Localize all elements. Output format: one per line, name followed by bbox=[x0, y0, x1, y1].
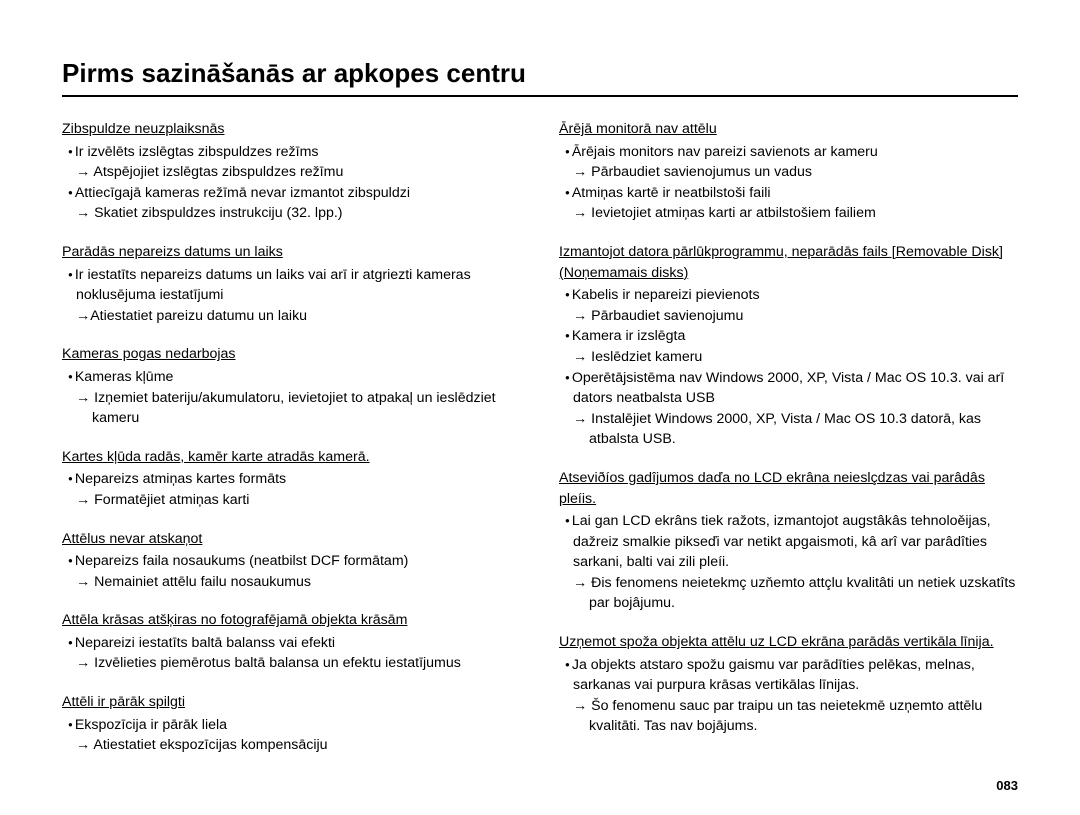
bullet-item: Kameras kļūme bbox=[62, 367, 521, 388]
arrow-item: Ieslēdziet kameru bbox=[559, 347, 1018, 368]
right-column: Ārējā monitorā nav attēlu Ārējais monito… bbox=[559, 119, 1018, 774]
bullet-item: Nepareizs atmiņas kartes formāts bbox=[62, 469, 521, 490]
bullet-item: Kabelis ir nepareizi pievienots bbox=[559, 285, 1018, 306]
section-head: Attēlus nevar atskaņot bbox=[62, 529, 521, 550]
section: Attēlus nevar atskaņot Nepareizs faila n… bbox=[62, 529, 521, 593]
section-head: Atseviðíos gadîjumos daďa no LCD ekrâna … bbox=[559, 468, 1018, 509]
section-head: Zibspuldze neuzplaiksnās bbox=[62, 119, 521, 140]
arrow-item: Ievietojiet atmiņas karti ar atbilstošie… bbox=[559, 203, 1018, 224]
bullet-item: Nepareizs faila nosaukums (neatbilst DCF… bbox=[62, 551, 521, 572]
section: Kartes kļūda radās, kamēr karte atradās … bbox=[62, 447, 521, 511]
arrow-item: →Atiestatiet pareizu datumu un laiku bbox=[62, 306, 521, 327]
bullet-item: Kamera ir izslēgta bbox=[559, 326, 1018, 347]
section-head: Parādās nepareizs datums un laiks bbox=[62, 242, 521, 263]
arrow-item: Atspējojiet izslēgtas zibspuldzes režīmu bbox=[62, 162, 521, 183]
section-head: Attēla krāsas atšķiras no fotografējamā … bbox=[62, 610, 521, 631]
bullet-item: Lai gan LCD ekrâns tiek ražots, izmantoj… bbox=[559, 511, 1018, 573]
page-title: Pirms sazināšanās ar apkopes centru bbox=[62, 58, 1018, 97]
section: Zibspuldze neuzplaiksnās Ir izvēlēts izs… bbox=[62, 119, 521, 224]
bullet-item: Nepareizi iestatīts baltā balanss vai ef… bbox=[62, 633, 521, 654]
bullet-item: Atmiņas kartē ir neatbilstoši faili bbox=[559, 183, 1018, 204]
section: Attēli ir pārāk spilgti Ekspozīcija ir p… bbox=[62, 692, 521, 756]
arrow-item: Instalējiet Windows 2000, XP, Vista / Ma… bbox=[559, 409, 1018, 450]
arrow-item: Formatējiet atmiņas karti bbox=[62, 490, 521, 511]
section: Parādās nepareizs datums un laiks Ir ies… bbox=[62, 242, 521, 326]
bullet-item: Ir izvēlēts izslēgtas zibspuldzes režīms bbox=[62, 142, 521, 163]
section: Attēla krāsas atšķiras no fotografējamā … bbox=[62, 610, 521, 674]
page-number: 083 bbox=[996, 778, 1018, 793]
bullet-item: Ja objekts atstaro spožu gaismu var parā… bbox=[559, 655, 1018, 696]
arrow-item: Šo fenomenu sauc par traipu un tas neiet… bbox=[559, 696, 1018, 737]
arrow-item: Izņemiet bateriju/akumulatoru, ievietoji… bbox=[62, 388, 521, 429]
left-column: Zibspuldze neuzplaiksnās Ir izvēlēts izs… bbox=[62, 119, 521, 774]
arrow-item: Pārbaudiet savienojumu bbox=[559, 306, 1018, 327]
arrow-item: Nemainiet attēlu failu nosaukumus bbox=[62, 572, 521, 593]
arrow-item: Skatiet zibspuldzes instrukciju (32. lpp… bbox=[62, 203, 521, 224]
bullet-item: Ir iestatīts nepareizs datums un laiks v… bbox=[62, 265, 521, 306]
section-head: Kameras pogas nedarbojas bbox=[62, 344, 521, 365]
section-head: Izmantojot datora pārlūkprogrammu, nepar… bbox=[559, 242, 1018, 283]
section: Izmantojot datora pārlūkprogrammu, nepar… bbox=[559, 242, 1018, 450]
arrow-item: Pārbaudiet savienojumus un vadus bbox=[559, 162, 1018, 183]
section: Kameras pogas nedarbojas Kameras kļūme I… bbox=[62, 344, 521, 428]
section: Atseviðíos gadîjumos daďa no LCD ekrâna … bbox=[559, 468, 1018, 614]
arrow-item: Izvēlieties piemērotus baltā balansa un … bbox=[62, 653, 521, 674]
content-columns: Zibspuldze neuzplaiksnās Ir izvēlēts izs… bbox=[62, 119, 1018, 774]
arrow-item: Ðis fenomens neietekmç uzňemto attçlu kv… bbox=[559, 573, 1018, 614]
section-head: Attēli ir pārāk spilgti bbox=[62, 692, 521, 713]
section-head: Ārējā monitorā nav attēlu bbox=[559, 119, 1018, 140]
arrow-item: Atiestatiet ekspozīcijas kompensāciju bbox=[62, 735, 521, 756]
section-head: Kartes kļūda radās, kamēr karte atradās … bbox=[62, 447, 521, 468]
bullet-item: Attiecīgajā kameras režīmā nevar izmanto… bbox=[62, 183, 521, 204]
section: Uzņemot spoža objekta attēlu uz LCD ekrā… bbox=[559, 632, 1018, 737]
bullet-item: Ārējais monitors nav pareizi savienots a… bbox=[559, 142, 1018, 163]
bullet-item: Operētājsistēma nav Windows 2000, XP, Vi… bbox=[559, 368, 1018, 409]
section-head: Uzņemot spoža objekta attēlu uz LCD ekrā… bbox=[559, 632, 1018, 653]
section: Ārējā monitorā nav attēlu Ārējais monito… bbox=[559, 119, 1018, 224]
bullet-item: Ekspozīcija ir pārāk liela bbox=[62, 715, 521, 736]
